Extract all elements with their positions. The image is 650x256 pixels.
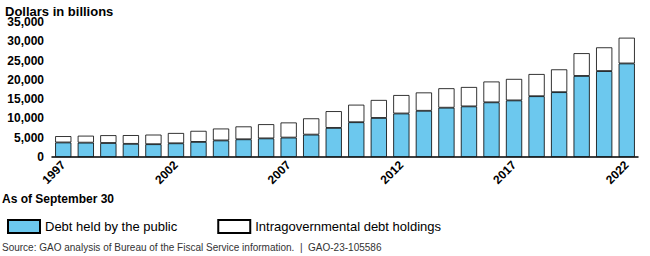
svg-text:As of September 30: As of September 30: [2, 192, 114, 206]
svg-text:30,000: 30,000: [7, 34, 44, 48]
svg-text:Dollars in billions: Dollars in billions: [5, 4, 113, 19]
svg-text:Intragovernmental debt holding: Intragovernmental debt holdings: [255, 219, 441, 234]
svg-text:20,000: 20,000: [7, 73, 44, 87]
svg-text:2022: 2022: [603, 158, 632, 187]
svg-text:1997: 1997: [39, 158, 68, 187]
svg-text:15,000: 15,000: [7, 92, 44, 106]
svg-text:2017: 2017: [490, 158, 519, 187]
svg-text:5,000: 5,000: [14, 131, 44, 145]
svg-text:35,000: 35,000: [7, 15, 44, 29]
svg-text:Source: GAO analysis of Bureau: Source: GAO analysis of Bureau of the Fi…: [2, 242, 382, 253]
svg-text:0: 0: [37, 150, 44, 164]
svg-text:Debt held by the public: Debt held by the public: [45, 219, 178, 234]
svg-text:2012: 2012: [378, 158, 407, 187]
svg-text:2007: 2007: [265, 158, 294, 187]
svg-text:10,000: 10,000: [7, 111, 44, 125]
svg-text:2002: 2002: [152, 158, 181, 187]
svg-text:25,000: 25,000: [7, 54, 44, 68]
